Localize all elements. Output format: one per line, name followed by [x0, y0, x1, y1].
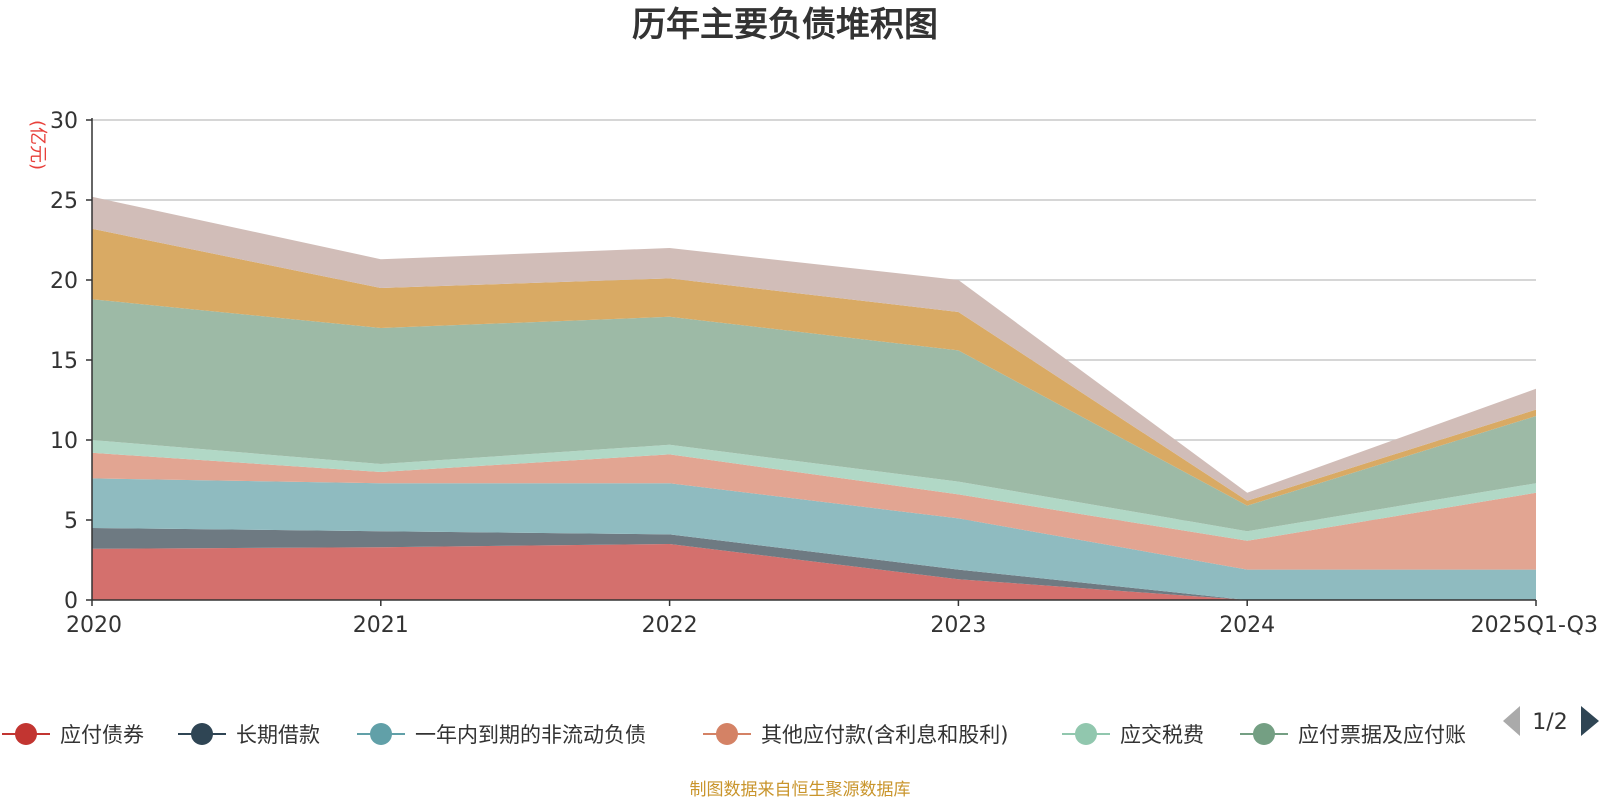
legend-label: 长期借款	[236, 723, 320, 747]
area-series-8[interactable]	[92, 196, 1536, 501]
x-tick-label: 2021	[353, 613, 409, 638]
triangle-left-icon[interactable]	[1503, 706, 1520, 736]
legend-item[interactable]: 其他应付款(含利息和股利)	[703, 723, 1008, 747]
legend: 应付债券 长期借款 一年内到期的非流动负债 其他应付款(含利息和股利) 应交税费 应付票据…	[2, 723, 1466, 747]
legend-label: 应交税费	[1120, 723, 1204, 747]
y-tick-label: 15	[50, 349, 78, 374]
area-series	[92, 196, 1536, 600]
legend-item[interactable]: 应付票据及应付账	[1240, 723, 1466, 747]
axes: 0 5 10 15 20 25 30 2020 2021 2022 2023 2024 2025Q1-Q…	[50, 109, 1598, 638]
legend-circle-icon	[191, 723, 213, 745]
triangle-right-icon[interactable]	[1581, 706, 1599, 736]
y-tick-label: 10	[50, 429, 78, 454]
legend-circle-icon	[15, 723, 37, 745]
area-series-2[interactable]	[92, 528, 1536, 600]
legend-pager: 1/2	[1503, 706, 1599, 736]
legend-item[interactable]: 应交税费	[1062, 723, 1204, 747]
data-source-note: 制图数据来自恒生聚源数据库	[690, 780, 911, 800]
legend-label: 其他应付款(含利息和股利)	[761, 723, 1008, 747]
area-series-3[interactable]	[92, 478, 1536, 600]
x-tick-label: 2020	[66, 613, 122, 638]
x-tick-label: 2024	[1219, 613, 1275, 638]
legend-label: 应付票据及应付账	[1298, 723, 1466, 747]
legend-circle-icon	[1075, 723, 1097, 745]
legend-page-indicator: 1/2	[1532, 710, 1567, 735]
y-tick-label: 25	[50, 189, 78, 214]
x-tick-label: 2025Q1-Q3	[1471, 613, 1598, 638]
y-tick-label: 0	[64, 589, 78, 614]
area-series-6[interactable]	[92, 299, 1536, 532]
area-series-5[interactable]	[92, 440, 1536, 541]
area-series-1[interactable]	[92, 544, 1536, 600]
legend-circle-icon	[370, 723, 392, 745]
y-tick-label: 20	[50, 269, 78, 294]
legend-item[interactable]: 长期借款	[178, 723, 320, 747]
legend-circle-icon	[716, 723, 738, 745]
y-tick-label: 5	[64, 509, 78, 534]
legend-circle-icon	[1253, 723, 1275, 745]
legend-item[interactable]: 应付债券	[2, 723, 144, 747]
y-tick-label: 30	[50, 109, 78, 134]
legend-label: 一年内到期的非流动负债	[415, 723, 646, 747]
chart-title: 历年主要负债堆积图	[632, 5, 938, 45]
x-tick-label: 2023	[930, 613, 986, 638]
area-series-4[interactable]	[92, 452, 1536, 570]
area-series-7[interactable]	[92, 228, 1536, 506]
x-tick-label: 2022	[642, 613, 698, 638]
legend-label: 应付债券	[60, 723, 144, 747]
legend-item[interactable]: 一年内到期的非流动负债	[357, 723, 646, 747]
y-axis-unit: (亿元)	[27, 120, 48, 170]
